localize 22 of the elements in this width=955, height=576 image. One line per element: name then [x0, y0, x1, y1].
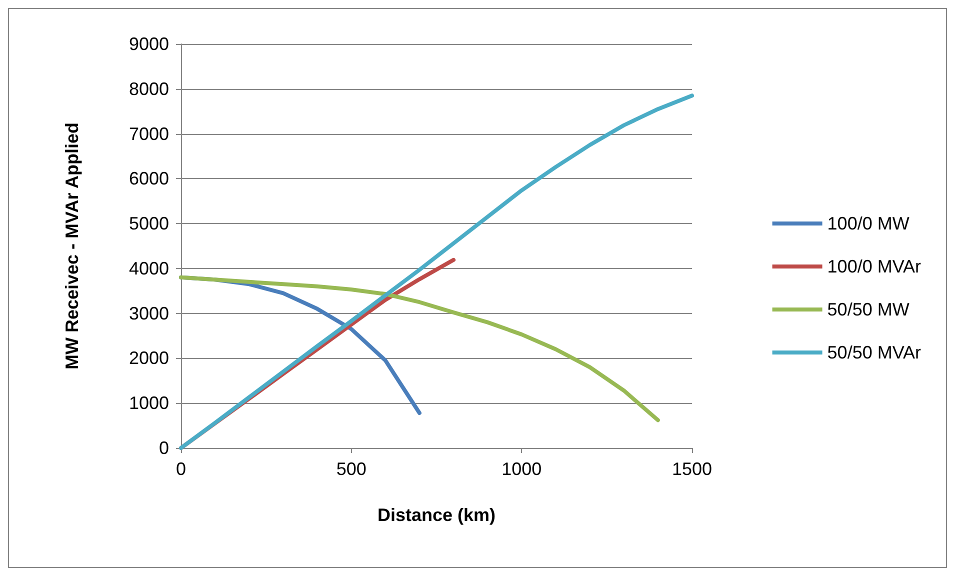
y-tick-label: 4000	[128, 258, 169, 278]
legend-label: 50/50 MW	[827, 300, 910, 320]
x-tick-label: 500	[336, 459, 366, 479]
x-tick-label: 0	[176, 459, 186, 479]
line-series	[179, 275, 660, 422]
y-tick-label: 5000	[128, 214, 169, 234]
y-tick-label: 8000	[128, 78, 169, 99]
x-tick-label: 1500	[672, 459, 712, 479]
line-series	[179, 94, 694, 450]
legend-label: 100/0 MVAr	[827, 256, 922, 276]
y-tick-label: 3000	[128, 303, 169, 324]
y-tick-label: 9000	[128, 34, 169, 54]
x-axis-title: Distance (km)	[377, 505, 496, 525]
legend-label: 100/0 MW	[827, 214, 910, 234]
legend-label: 50/50 MVAr	[827, 342, 922, 362]
y-tick-label: 1000	[128, 393, 169, 414]
y-tick-label: 6000	[128, 168, 169, 189]
y-tick-label: 0	[158, 438, 169, 458]
y-tick-label: 2000	[128, 348, 169, 368]
x-tick-label: 1000	[502, 459, 542, 479]
y-tick-label: 7000	[128, 124, 169, 144]
y-axis-title: MW Receivec - MVAr Applied	[62, 122, 82, 370]
